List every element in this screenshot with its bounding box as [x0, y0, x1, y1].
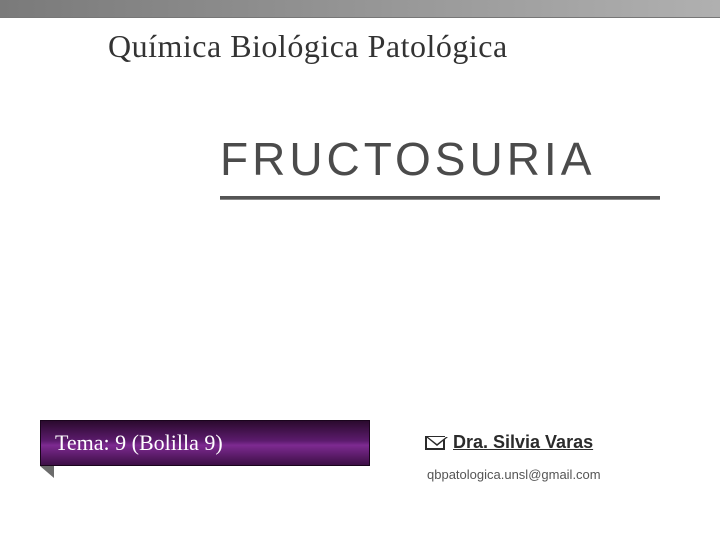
- author-email: qbpatologica.unsl@gmail.com: [427, 467, 705, 482]
- author-line: Dra. Silvia Varas: [425, 432, 705, 453]
- author-block: Dra. Silvia Varas qbpatologica.unsl@gmai…: [425, 432, 705, 482]
- course-title: Química Biológica Patológica: [108, 28, 508, 65]
- title-underline: [220, 196, 660, 200]
- tema-corner-fold: [40, 466, 54, 478]
- top-gradient-bar: [0, 0, 720, 18]
- tema-box: Tema: 9 (Bolilla 9): [40, 420, 370, 466]
- main-title: FRUCTOSURIA: [220, 132, 660, 194]
- tema-label: Tema: 9 (Bolilla 9): [55, 430, 223, 456]
- mail-icon: [425, 436, 445, 450]
- main-title-block: FRUCTOSURIA: [220, 132, 660, 200]
- author-name: Dra. Silvia Varas: [453, 432, 593, 453]
